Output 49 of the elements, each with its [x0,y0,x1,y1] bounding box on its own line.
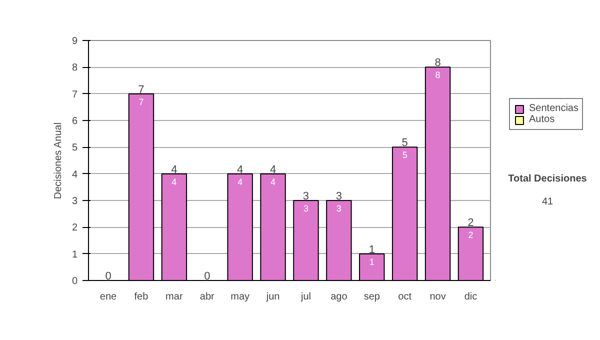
data-label: 1 [369,256,374,267]
total-label: 0 [204,270,210,282]
y-tick-label: 6 [72,116,78,127]
total-label: 2 [468,217,474,230]
x-tick-label: may [230,292,250,302]
total-label: 3 [336,190,342,202]
data-label: 5 [402,150,408,160]
text: 41 [542,196,554,208]
x-tick-label: sep [364,292,380,302]
x-tick-label: mar [166,292,184,302]
text: Total Decisiones [508,174,588,184]
data-label: 4 [270,176,276,187]
y-axis-title: Decisiones Anual [52,122,64,200]
y-tick-label: 1 [72,249,78,260]
total-label: 0 [105,270,112,282]
total-label: 7 [138,84,144,96]
y-tick-label: 9 [72,36,78,47]
x-tick-label: dic [464,292,478,302]
x-tick-label: jul [300,292,311,302]
y-tick-label: 7 [72,89,78,100]
x-tick-label: feb [134,292,149,302]
total-label: 4 [237,164,244,176]
legend-label: Sentencias [529,103,578,114]
y-tick-label: 0 [72,276,78,287]
legend-label: Autos [529,114,555,125]
y-tick-label: 5 [72,142,78,154]
data-label: 7 [138,96,144,107]
x-tick-label: jun [265,292,280,302]
x-tick-label: ene [100,292,118,302]
y-tick-label: 2 [72,222,78,234]
total-label: 1 [368,244,375,256]
total-label: 5 [402,137,408,150]
x-tick-label: abr [200,292,216,302]
total-label: 8 [434,57,441,70]
data-label: 3 [336,204,342,214]
data-label: 4 [238,176,243,187]
data-label: 8 [435,70,440,80]
x-tick-label: oct [398,292,412,302]
y-tick-label: 3 [72,196,78,207]
total-label: 3 [302,190,310,202]
data-label: 4 [172,176,177,187]
y-tick-label: 8 [72,62,78,74]
total-label: 4 [270,164,276,176]
data-label: 3 [303,204,308,214]
data-label: 2 [468,230,474,240]
x-tick-label: ago [330,292,348,302]
y-tick-label: 4 [72,169,78,180]
x-tick-label: nov [430,292,446,302]
total-label: 4 [171,164,178,176]
